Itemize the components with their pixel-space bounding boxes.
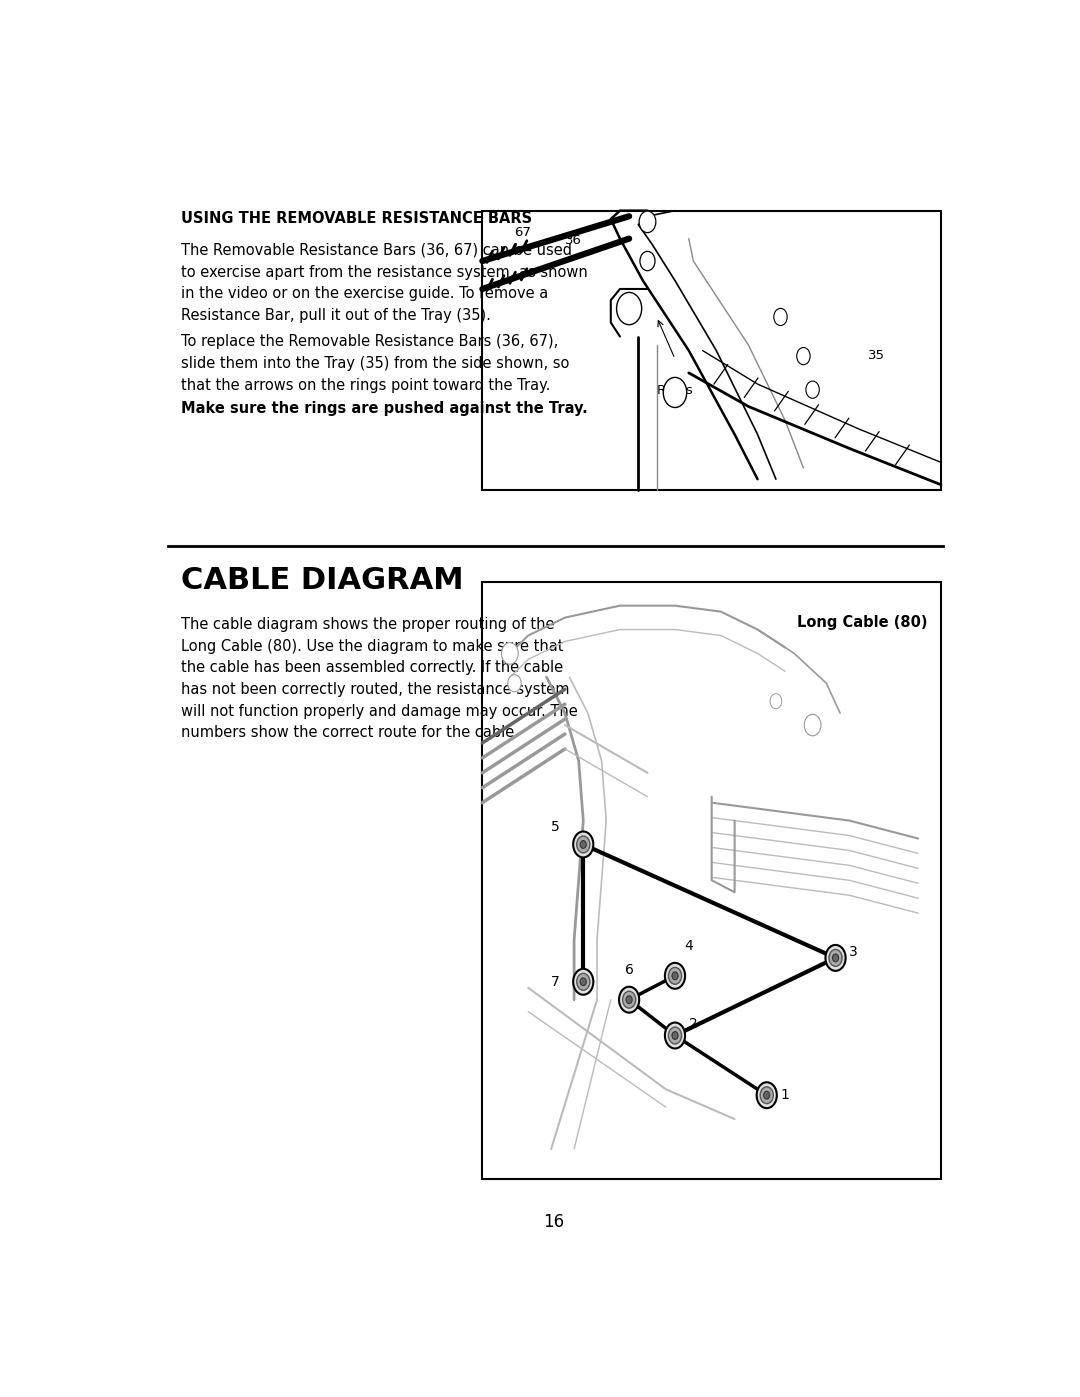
Circle shape — [833, 954, 838, 961]
Circle shape — [825, 944, 846, 971]
Text: 6: 6 — [624, 963, 633, 977]
Bar — [483, 581, 941, 1179]
Circle shape — [577, 835, 590, 854]
Circle shape — [773, 309, 787, 326]
Circle shape — [580, 841, 586, 848]
Circle shape — [622, 992, 636, 1009]
Circle shape — [640, 251, 654, 271]
Circle shape — [665, 963, 685, 989]
Circle shape — [501, 643, 518, 664]
Text: To replace the Removable Resistance Bars (36, 67),
slide them into the Tray (35): To replace the Removable Resistance Bars… — [181, 334, 569, 393]
Text: Long Cable (80): Long Cable (80) — [797, 615, 928, 630]
Circle shape — [669, 1027, 681, 1044]
Bar — [483, 211, 941, 490]
Circle shape — [665, 1023, 685, 1049]
Text: 7: 7 — [551, 975, 559, 989]
Circle shape — [580, 978, 586, 986]
Text: 5: 5 — [551, 820, 559, 834]
Text: The cable diagram shows the proper routing of the
Long Cable (80). Use the diagr: The cable diagram shows the proper routi… — [181, 617, 578, 740]
Text: 67: 67 — [514, 226, 531, 239]
Text: Rings: Rings — [657, 384, 693, 397]
Circle shape — [573, 968, 593, 995]
Text: 2: 2 — [689, 1017, 698, 1031]
Circle shape — [672, 972, 678, 979]
Circle shape — [639, 211, 656, 233]
Circle shape — [626, 996, 632, 1003]
Circle shape — [617, 292, 642, 324]
Text: 3: 3 — [849, 944, 858, 958]
Circle shape — [757, 1083, 777, 1108]
Circle shape — [764, 1091, 770, 1099]
Circle shape — [573, 831, 593, 858]
Circle shape — [619, 986, 639, 1013]
Text: The Removable Resistance Bars (36, 67) can be used
to exercise apart from the re: The Removable Resistance Bars (36, 67) c… — [181, 243, 588, 323]
Circle shape — [806, 381, 820, 398]
Text: Make sure the rings are pushed against the Tray.: Make sure the rings are pushed against t… — [181, 401, 588, 416]
Text: 36: 36 — [565, 235, 582, 247]
Circle shape — [577, 974, 590, 990]
Circle shape — [508, 675, 522, 692]
Text: CABLE DIAGRAM: CABLE DIAGRAM — [181, 566, 463, 595]
Text: 35: 35 — [867, 349, 885, 362]
Circle shape — [672, 1031, 678, 1039]
Text: 1: 1 — [781, 1088, 789, 1102]
Text: USING THE REMOVABLE RESISTANCE BARS: USING THE REMOVABLE RESISTANCE BARS — [181, 211, 532, 226]
Text: 4: 4 — [684, 939, 693, 953]
Circle shape — [829, 950, 842, 967]
Circle shape — [805, 714, 821, 736]
Circle shape — [760, 1087, 773, 1104]
Circle shape — [797, 348, 810, 365]
Circle shape — [669, 967, 681, 985]
Circle shape — [663, 377, 687, 408]
Text: 16: 16 — [543, 1213, 564, 1231]
Circle shape — [770, 694, 782, 708]
